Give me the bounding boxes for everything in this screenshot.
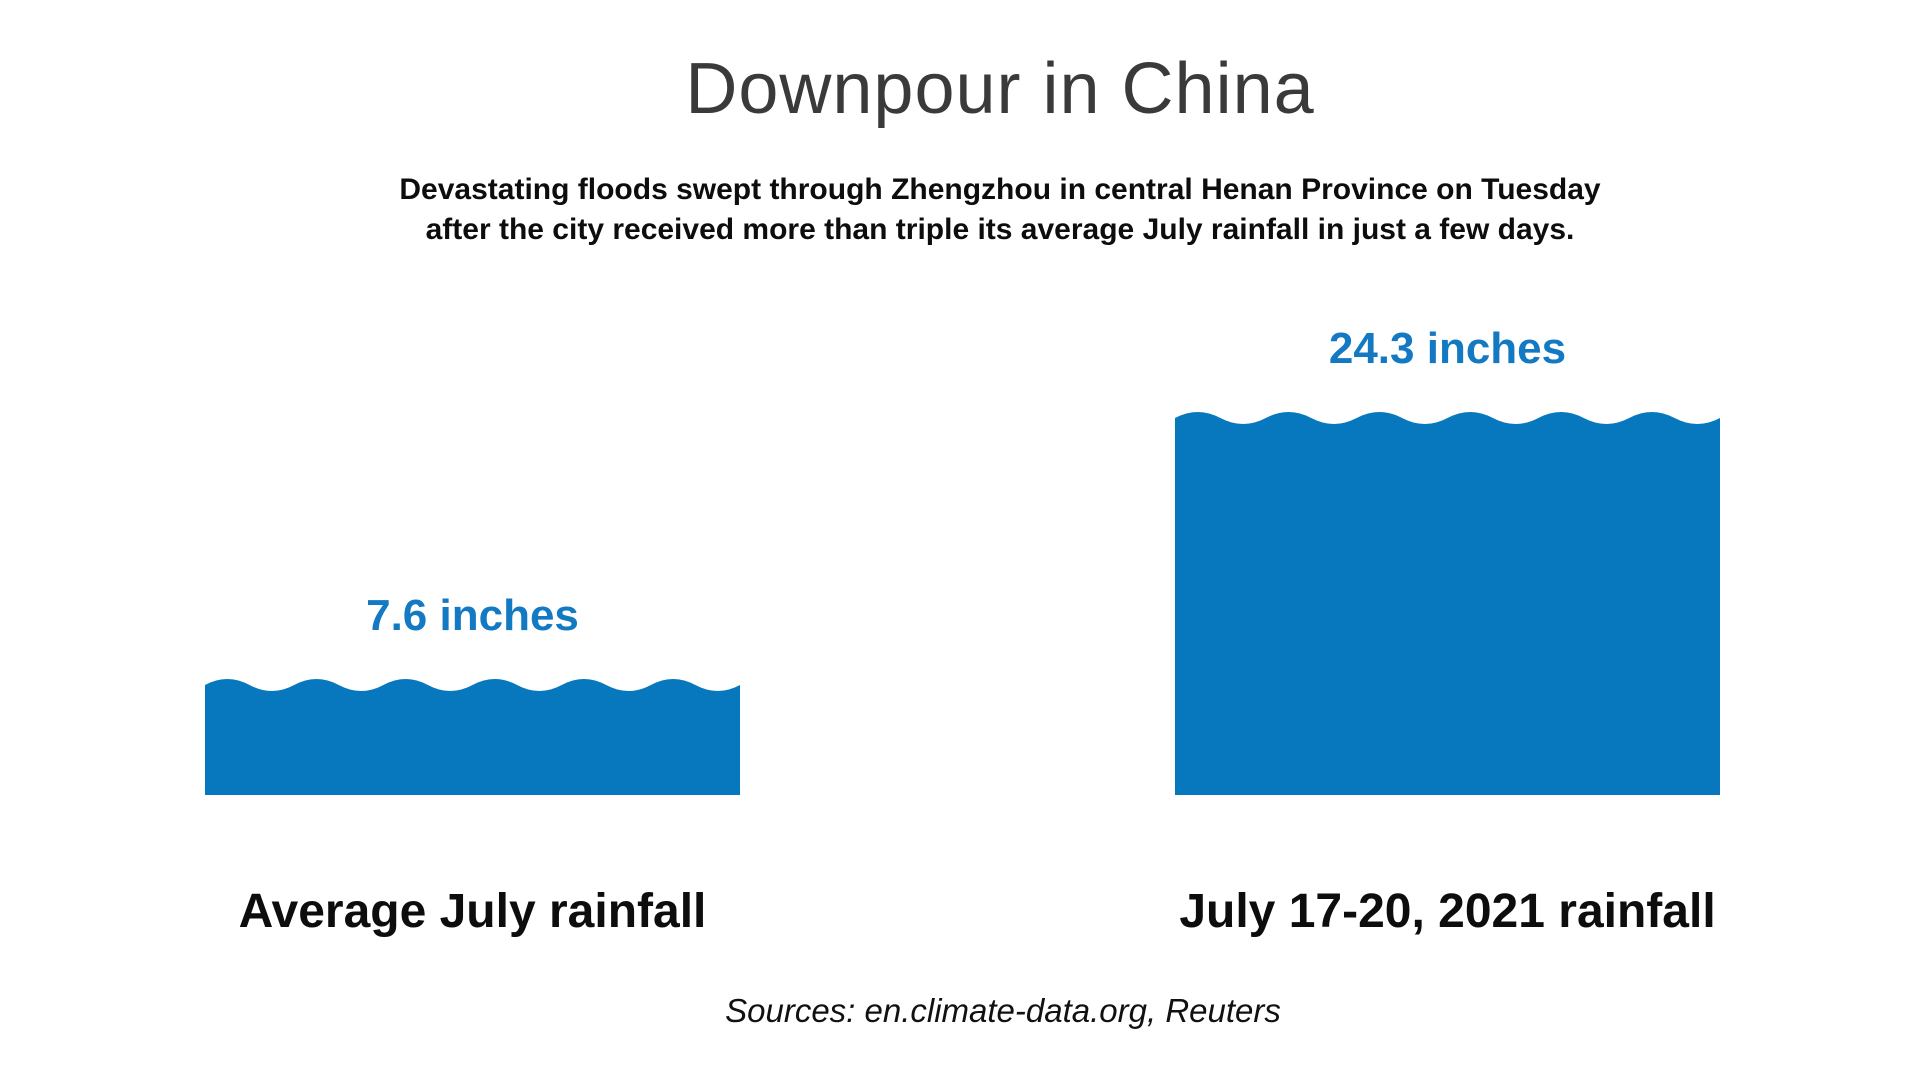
category-label-july-2021: July 17-20, 2021 rainfall — [1179, 885, 1716, 938]
value-label-july-2021: 24.3 inches — [1328, 324, 1567, 373]
chart-subtitle: Devastating floods swept through Zhengzh… — [399, 170, 1600, 250]
subtitle-line-1: Devastating floods swept through Zhengzh… — [399, 173, 1601, 206]
sources-note: Sources: en.climate-data.org, Reuters — [725, 992, 1281, 1029]
water-wave-shape — [1175, 412, 1720, 795]
subtitle-line-2: after the city received more than triple… — [425, 213, 1575, 246]
water-wave-shape — [205, 679, 740, 795]
rainfall-bar-july-2021 — [1175, 412, 1720, 795]
category-label-average-july: Average July rainfall — [238, 885, 707, 938]
rainfall-bar-average-july — [205, 679, 740, 795]
value-label-average-july: 7.6 inches — [366, 591, 579, 640]
page-title: Downpour in China — [685, 49, 1315, 129]
